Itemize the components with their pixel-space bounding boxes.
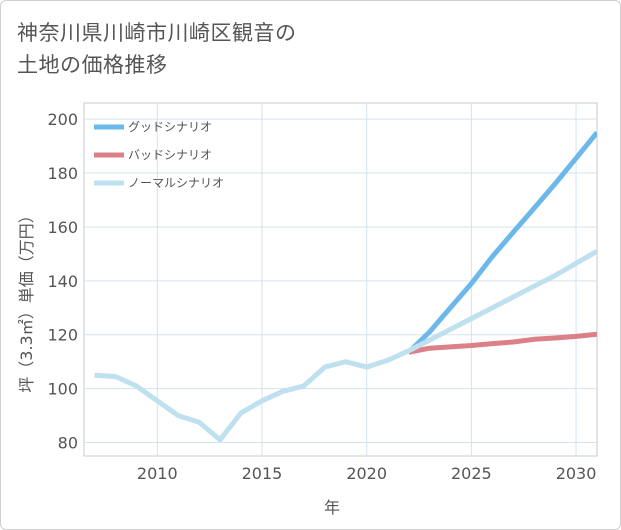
y-tick-label: 80 xyxy=(58,434,78,453)
series-line-0 xyxy=(406,131,597,355)
y-tick-label: 180 xyxy=(47,164,78,183)
y-tick-label: 120 xyxy=(47,326,78,345)
series-line-2 xyxy=(94,249,597,443)
y-axis-title: 坪（3.3㎡）単価（万円） xyxy=(17,207,36,392)
y-tick-label: 200 xyxy=(47,110,78,129)
plot-area xyxy=(83,102,598,457)
series-line-1 xyxy=(408,331,597,355)
chart-title-line2: 土地の価格推移 xyxy=(17,53,168,77)
series-layer xyxy=(94,131,597,443)
y-tick-label: 100 xyxy=(47,380,78,399)
legend-label-0: グッドシナリオ xyxy=(128,120,212,134)
tick-labels: 2010 2015 2020 2025 2030 80 100 120 140 160 180 200 xyxy=(47,110,596,483)
x-tick-label: 2010 xyxy=(137,464,178,483)
grid xyxy=(84,103,597,456)
legend-label-1: バッドシナリオ xyxy=(128,148,212,162)
x-axis-title: 年 xyxy=(324,498,340,517)
x-tick-label: 2020 xyxy=(346,464,387,483)
y-tick-label: 140 xyxy=(47,272,78,291)
chart-title-line1: 神奈川県川崎市川崎区観音の xyxy=(17,21,297,45)
legend-label-2: ノーマルシナリオ xyxy=(128,176,224,190)
y-tick-label: 160 xyxy=(47,218,78,237)
x-tick-label: 2030 xyxy=(556,464,597,483)
x-tick-label: 2015 xyxy=(242,464,283,483)
chart-title: 神奈川県川崎市川崎区観音の 土地の価格推移 xyxy=(17,17,577,81)
x-tick-label: 2025 xyxy=(451,464,492,483)
